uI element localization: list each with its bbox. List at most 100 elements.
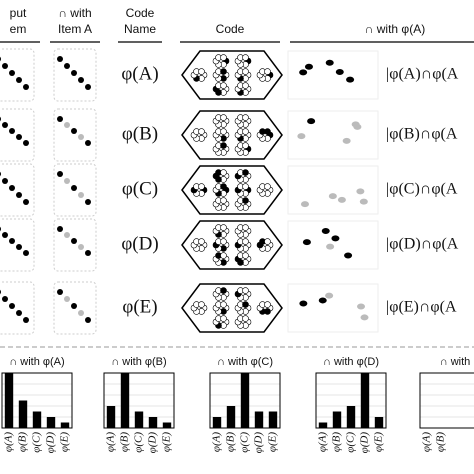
- intersect-panel: [53, 163, 97, 217]
- intersect-dot: [71, 303, 77, 309]
- bar: [226, 406, 236, 428]
- input-dot: [16, 77, 22, 83]
- intersect-dot: [57, 56, 63, 62]
- overlap-text: |φ(A)∩φ(A: [386, 66, 459, 83]
- code-name: φ(B): [122, 123, 158, 144]
- code-hexagon: [181, 283, 283, 333]
- overlap-panel: [287, 283, 379, 333]
- intersect-dot: [85, 84, 91, 90]
- code-cell: [242, 54, 249, 61]
- code-cell: [220, 287, 227, 294]
- bar: [240, 373, 250, 428]
- code-cell: [220, 142, 227, 149]
- intersect-dot: [57, 289, 63, 295]
- bar: [360, 373, 370, 428]
- overlap-dot: [359, 198, 368, 205]
- input-dot: [2, 232, 8, 238]
- overlap-dot: [360, 314, 369, 321]
- input-dot: [16, 134, 22, 140]
- code-cell: [264, 183, 271, 190]
- x-tick-label: φ(C): [345, 432, 357, 453]
- overlap-dot: [307, 118, 316, 125]
- chart-title: ∩ with φ(A): [9, 356, 64, 368]
- code-cell: [220, 169, 227, 176]
- overlap-dot: [297, 133, 306, 140]
- overlap-dot: [342, 137, 351, 144]
- overlap-panel: [287, 110, 379, 160]
- overlap-dot: [304, 63, 313, 70]
- code-hexagon: [181, 110, 283, 160]
- overlap-text: |φ(C)∩φ(A: [386, 181, 458, 198]
- code-cell: [264, 68, 271, 75]
- code-cell: [264, 238, 271, 245]
- x-tick-label: φ(B): [225, 432, 237, 452]
- intersect-panel: [53, 48, 97, 102]
- code-cell: [198, 128, 205, 135]
- intersect-dot: [71, 238, 77, 244]
- input-dot: [2, 178, 8, 184]
- intersect-dot: [71, 128, 77, 134]
- input-dot: [2, 63, 8, 69]
- x-tick-label: φ(B): [17, 432, 29, 452]
- bar: [332, 411, 342, 428]
- intersect-dot: [85, 140, 91, 146]
- code-cell: [242, 128, 249, 135]
- input-dot: [16, 244, 22, 250]
- overlap-dot: [321, 227, 330, 234]
- input-dot: [0, 116, 1, 122]
- code-cell: [220, 54, 227, 61]
- header: ∩ with: [58, 6, 91, 20]
- intersect-dot: [78, 310, 84, 316]
- code-cell: [220, 128, 227, 135]
- input-dot: [16, 192, 22, 198]
- overlap-dot: [356, 188, 365, 195]
- intersect-dot: [57, 226, 63, 232]
- intersect-dot: [78, 244, 84, 250]
- code-cell: [242, 301, 249, 308]
- x-tick-label: φ(E): [373, 432, 385, 452]
- header: Code: [216, 22, 245, 36]
- code-name: φ(A): [121, 63, 158, 84]
- code-name: φ(C): [122, 178, 158, 199]
- overlap-dot: [325, 292, 334, 299]
- code-cell: [220, 114, 227, 121]
- code-cell: [242, 252, 249, 259]
- intersect-dot: [78, 134, 84, 140]
- intersect-panel: [53, 281, 97, 335]
- overlap-dot: [335, 69, 344, 76]
- code-cell: [264, 301, 271, 308]
- overlap-dot: [357, 303, 366, 310]
- header: Code: [126, 6, 155, 20]
- input-panel: [0, 108, 35, 162]
- input-dot: [0, 171, 1, 177]
- bar: [18, 400, 28, 428]
- input-panel: [0, 281, 35, 335]
- intersect-dot: [64, 63, 70, 69]
- overlap-dot: [351, 121, 360, 128]
- intersect-dot: [64, 178, 70, 184]
- code-cell: [220, 224, 227, 231]
- bar: [148, 417, 158, 428]
- intersect-dot: [64, 232, 70, 238]
- code-cell: [242, 238, 249, 245]
- code-cell: [242, 114, 249, 121]
- intersect-dot: [78, 192, 84, 198]
- code-cell: [264, 128, 271, 135]
- header: ∩ with φ(A): [365, 22, 425, 36]
- bar: [254, 411, 264, 428]
- input-dot: [9, 185, 15, 191]
- header: put: [10, 6, 27, 20]
- code-cell: [242, 197, 249, 204]
- input-dot: [23, 84, 29, 90]
- bar: [134, 411, 144, 428]
- x-tick-label: φ(C): [239, 432, 251, 453]
- input-dot: [0, 56, 1, 62]
- code-cell: [242, 68, 249, 75]
- bar: [374, 417, 384, 428]
- intersect-dot: [78, 77, 84, 83]
- input-dot: [2, 296, 8, 302]
- code-cell: [242, 169, 249, 176]
- code-name: φ(E): [122, 296, 157, 317]
- x-tick-label: φ(B): [119, 432, 131, 452]
